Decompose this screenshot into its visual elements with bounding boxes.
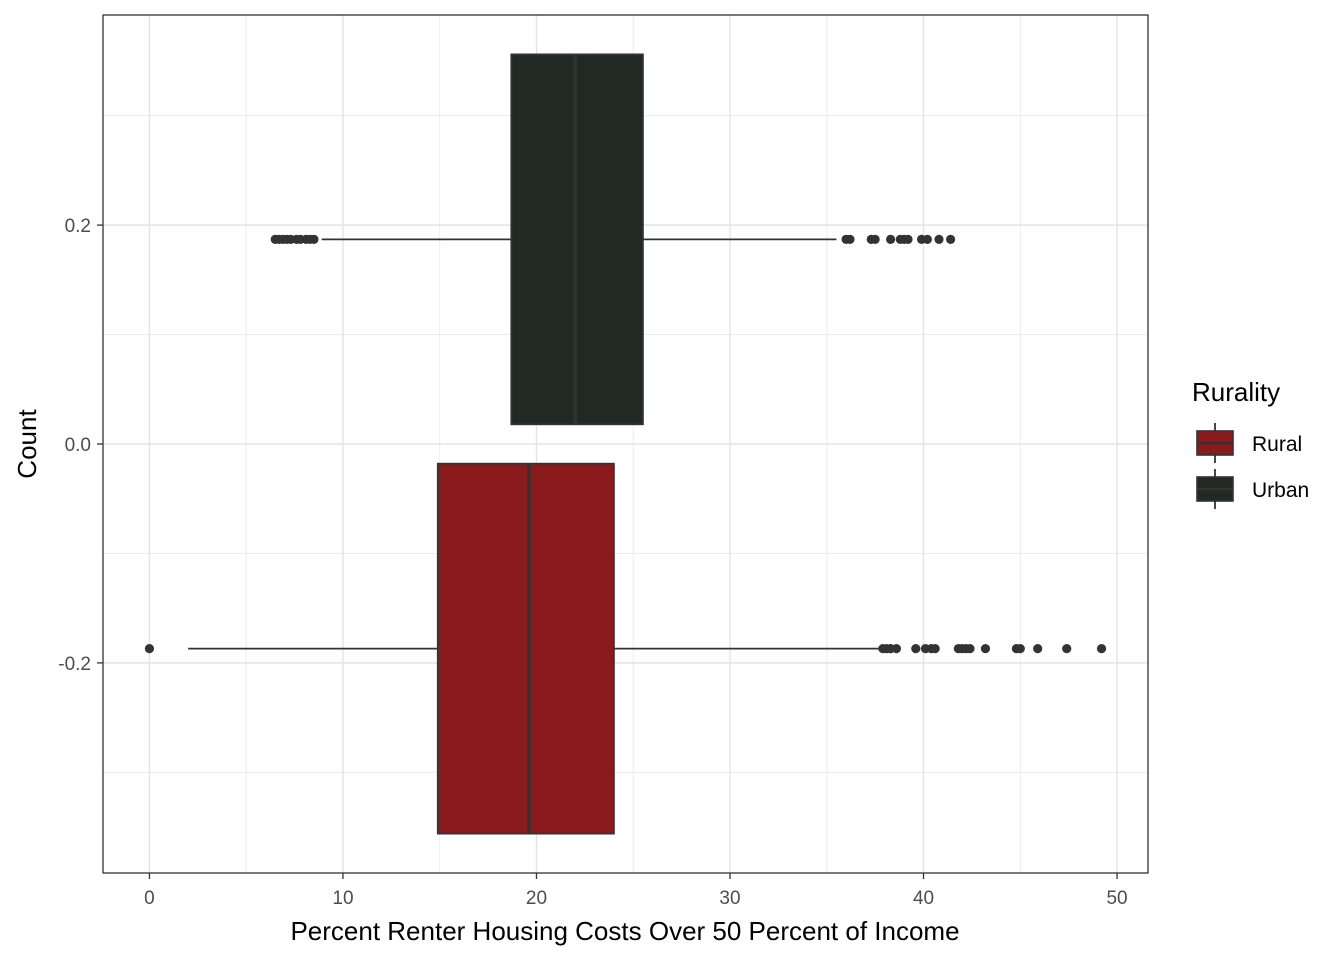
legend-item-rural: Rural <box>1196 423 1302 463</box>
x-tick-label: 0 <box>144 888 155 909</box>
outlier-point <box>946 234 956 244</box>
boxplots <box>144 53 1107 835</box>
y-tick-label: 0.2 <box>65 216 91 237</box>
outlier-point <box>1033 644 1043 654</box>
boxplot-rural <box>144 462 1107 835</box>
grid-major <box>103 15 1148 873</box>
boxplot-urban <box>270 53 956 426</box>
outlier-point <box>930 644 940 654</box>
x-tick-label: 50 <box>1106 888 1127 909</box>
outlier-point <box>891 644 902 654</box>
outlier-point <box>1096 644 1107 654</box>
y-tick-label: 0.0 <box>65 435 91 456</box>
outlier-point <box>1015 644 1025 654</box>
outlier-point <box>903 234 913 244</box>
x-tick-label: 40 <box>913 888 934 909</box>
outlier-point <box>980 644 991 654</box>
box <box>510 53 644 426</box>
outlier-point <box>965 644 975 654</box>
outlier-point <box>870 234 880 244</box>
legend-item-urban: Urban <box>1196 469 1309 509</box>
legend-label: Rural <box>1252 433 1302 456</box>
outlier-point <box>922 234 932 244</box>
y-tick-label: -0.2 <box>58 654 91 675</box>
y-axis: -0.2 0.0 0.2 <box>58 216 103 675</box>
x-axis-title: Percent Renter Housing Costs Over 50 Per… <box>290 916 959 946</box>
x-tick-label: 10 <box>332 888 353 909</box>
outlier-point <box>886 234 896 244</box>
legend-items: Rural Urban <box>1196 423 1309 509</box>
outlier-point <box>144 644 155 654</box>
legend-title: Rurality <box>1192 377 1280 407</box>
y-axis-title: Count <box>12 409 42 479</box>
x-axis: 0 10 20 30 40 50 <box>144 873 1128 909</box>
legend: Rurality Rural Urban <box>1192 377 1309 509</box>
x-tick-label: 30 <box>719 888 740 909</box>
outlier-point <box>911 644 921 654</box>
outlier-point <box>1062 644 1072 654</box>
box <box>436 462 615 835</box>
legend-label: Urban <box>1252 479 1309 502</box>
outlier-point <box>934 234 944 244</box>
outlier-point <box>845 234 855 244</box>
outlier-point <box>309 234 319 244</box>
x-tick-label: 20 <box>526 888 547 909</box>
